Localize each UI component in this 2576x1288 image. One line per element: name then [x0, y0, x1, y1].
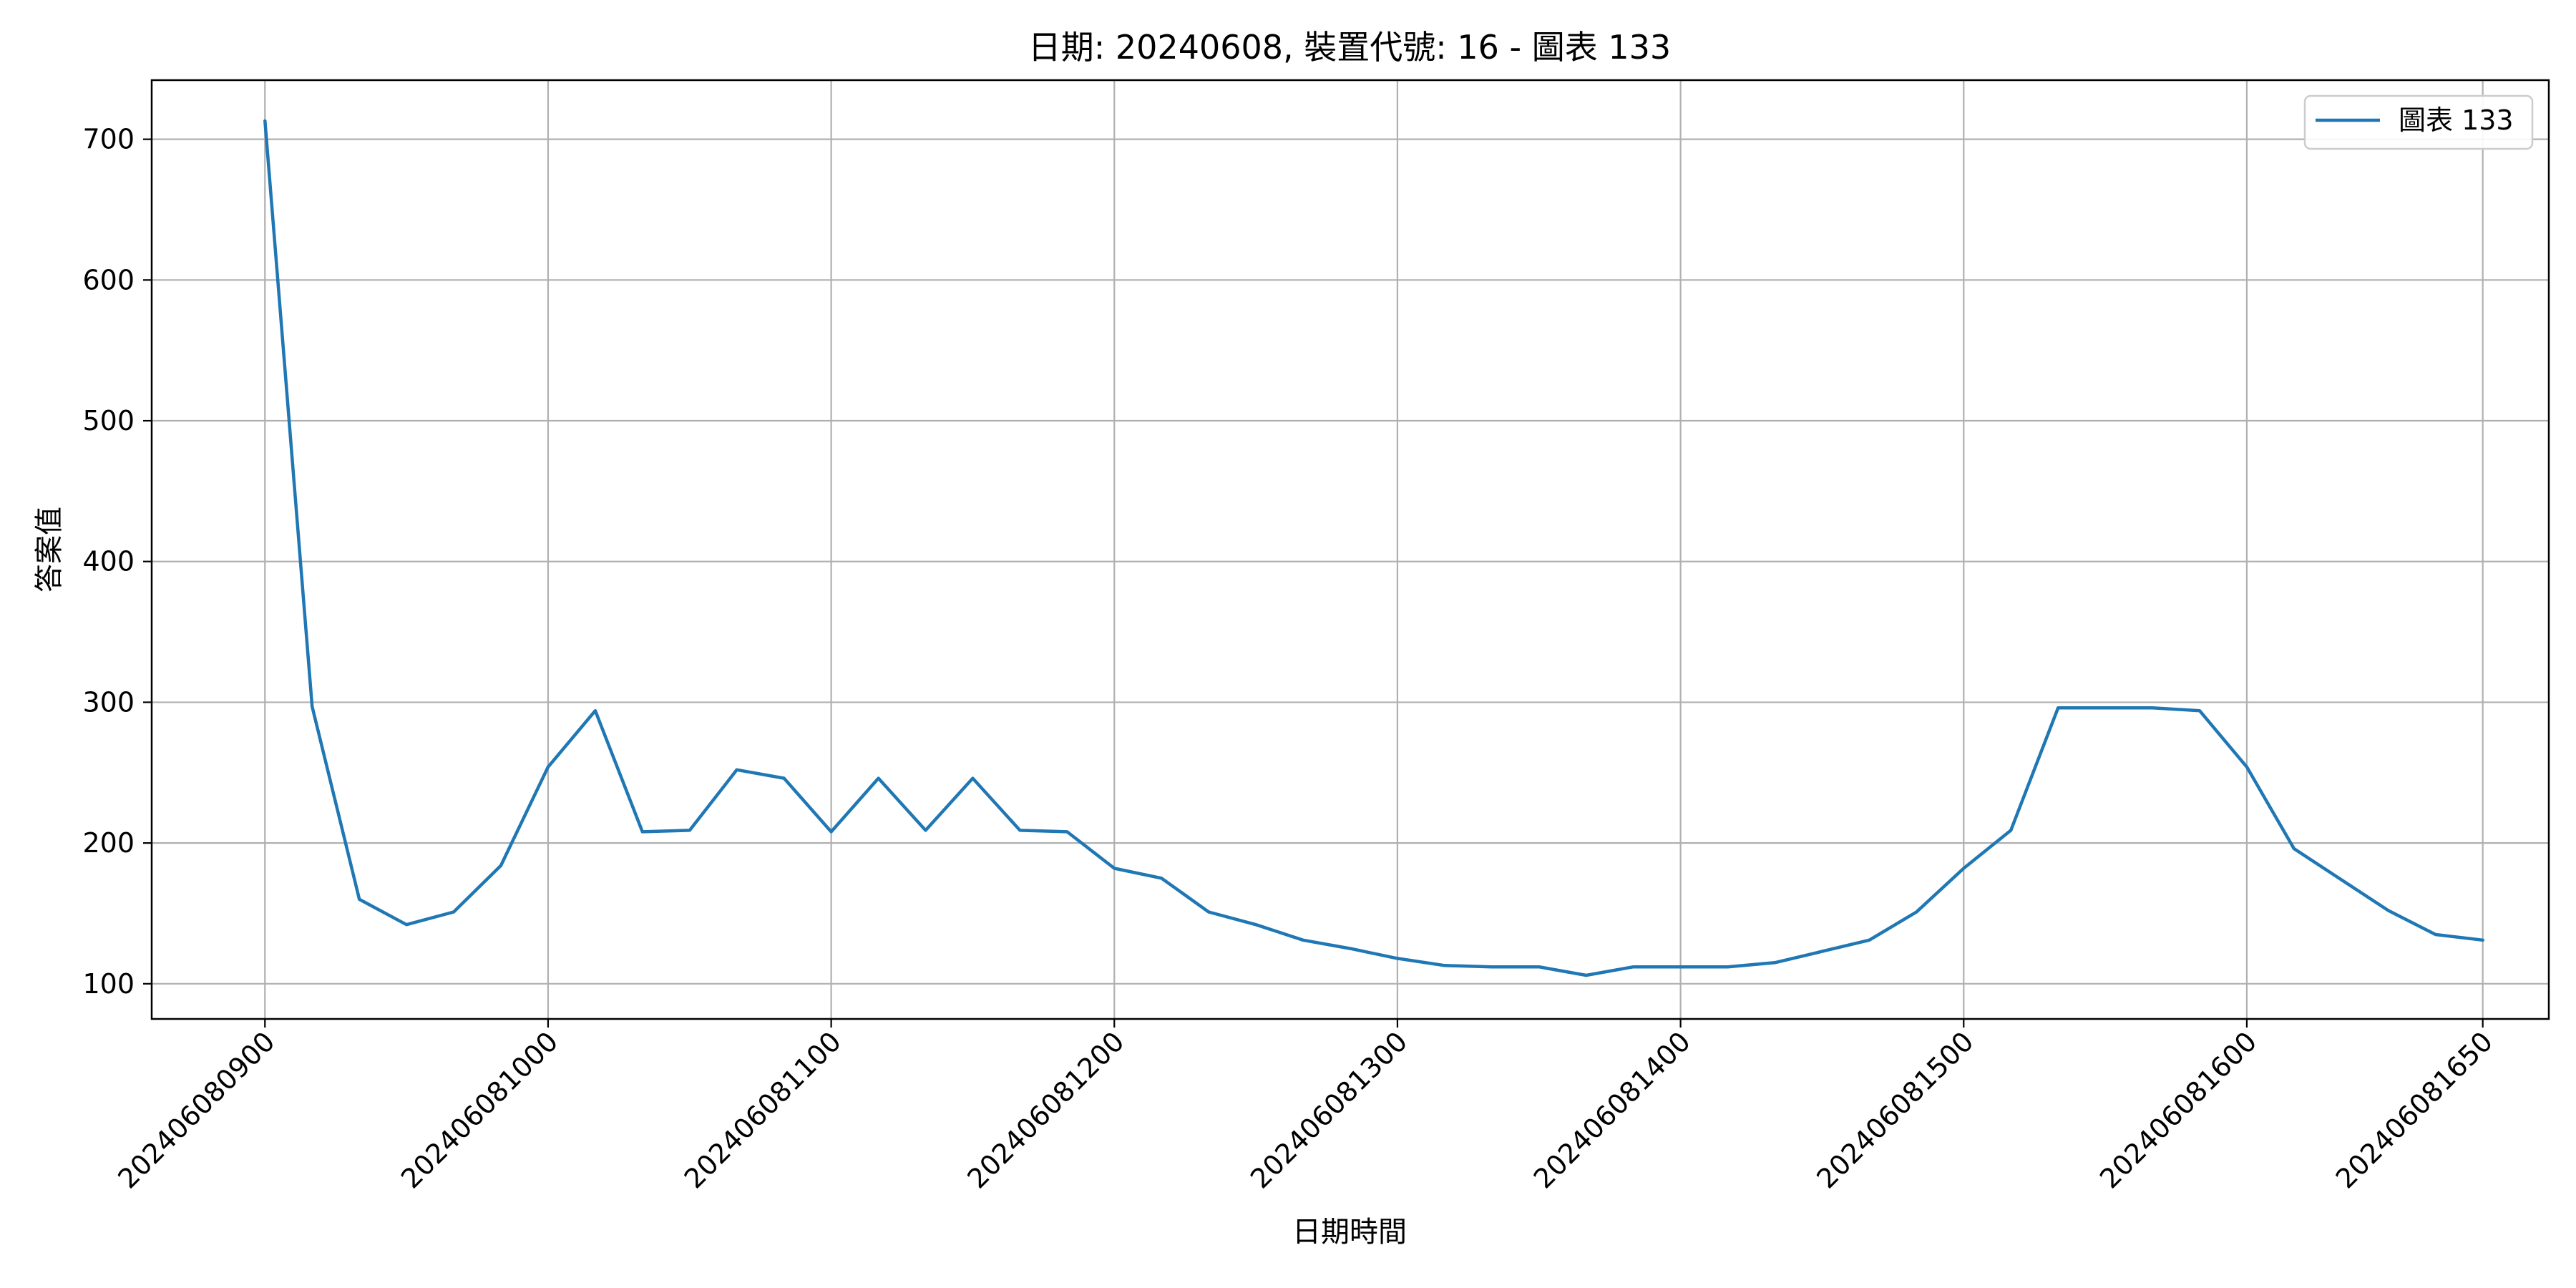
x-tick-label: 202406081600 — [2094, 1025, 2263, 1194]
legend-label: 圖表 133 — [2399, 104, 2514, 136]
grid-lines — [152, 80, 2549, 1019]
y-axis-label: 答案值 — [33, 507, 66, 592]
y-tick-label: 100 — [82, 968, 135, 1000]
x-tick-label: 202406081500 — [1810, 1025, 1979, 1194]
y-tick-label: 600 — [82, 264, 135, 296]
y-axis-ticks: 100 200 300 400 500 600 700 — [82, 124, 152, 1000]
chart-title: 日期: 20240608, 裝置代號: 16 - 圖表 133 — [1028, 28, 1671, 67]
x-axis-label: 日期時間 — [1292, 1216, 1407, 1249]
x-tick-label: 202406081000 — [395, 1025, 564, 1194]
plot-frame — [150, 79, 2550, 1020]
legend: 圖表 133 — [2303, 94, 2534, 150]
x-tick-label: 202406081650 — [2330, 1025, 2499, 1194]
x-tick-label: 202406081300 — [1244, 1025, 1413, 1194]
x-tick-label: 202406081400 — [1528, 1025, 1697, 1194]
y-tick-label: 500 — [82, 405, 135, 436]
x-tick-label: 202406081200 — [961, 1025, 1130, 1194]
series-line-0 — [263, 119, 2484, 977]
y-tick-label: 700 — [82, 124, 135, 155]
legend-box — [2303, 94, 2534, 150]
y-tick-label: 400 — [82, 546, 135, 577]
x-tick-label: 202406080900 — [112, 1025, 280, 1194]
y-tick-label: 300 — [82, 686, 135, 718]
y-tick-label: 200 — [82, 827, 135, 859]
series-lines — [263, 119, 2484, 977]
x-axis-ticks: 202406080900 202406081000 202406081100 2024… — [112, 1019, 2499, 1195]
x-tick-label: 202406081100 — [678, 1025, 847, 1194]
